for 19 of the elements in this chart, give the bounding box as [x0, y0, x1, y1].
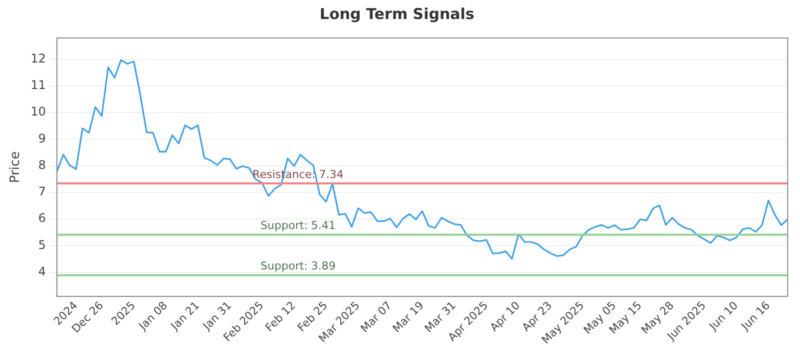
chart-title: Long Term Signals: [320, 4, 474, 23]
x-tick-label: Jun 10: [706, 298, 741, 334]
y-tick-label: 6: [38, 211, 46, 226]
y-tick-label: 11: [30, 78, 46, 92]
ref-line-label: Support: 3.89: [260, 260, 336, 273]
y-tick-label: 8: [38, 158, 46, 172]
x-tick-label: Apr 10: [488, 298, 523, 334]
x-tick-label: Jan 08: [136, 298, 170, 334]
x-tick-label: Feb 12: [262, 298, 298, 334]
x-tick-label: Jun 16: [738, 298, 773, 334]
y-tick-label: 4: [38, 264, 46, 278]
y-tick-label: 7: [38, 184, 46, 199]
y-tick-label: 10: [30, 104, 46, 119]
y-axis-title: Price: [8, 151, 24, 184]
x-tick-label: Jan 21: [168, 298, 202, 334]
y-tick-label: 9: [38, 131, 46, 146]
ref-line-label: Support: 5.41: [260, 219, 336, 232]
y-tick-label: 12: [30, 51, 46, 66]
y-tick-label: 5: [38, 238, 46, 252]
